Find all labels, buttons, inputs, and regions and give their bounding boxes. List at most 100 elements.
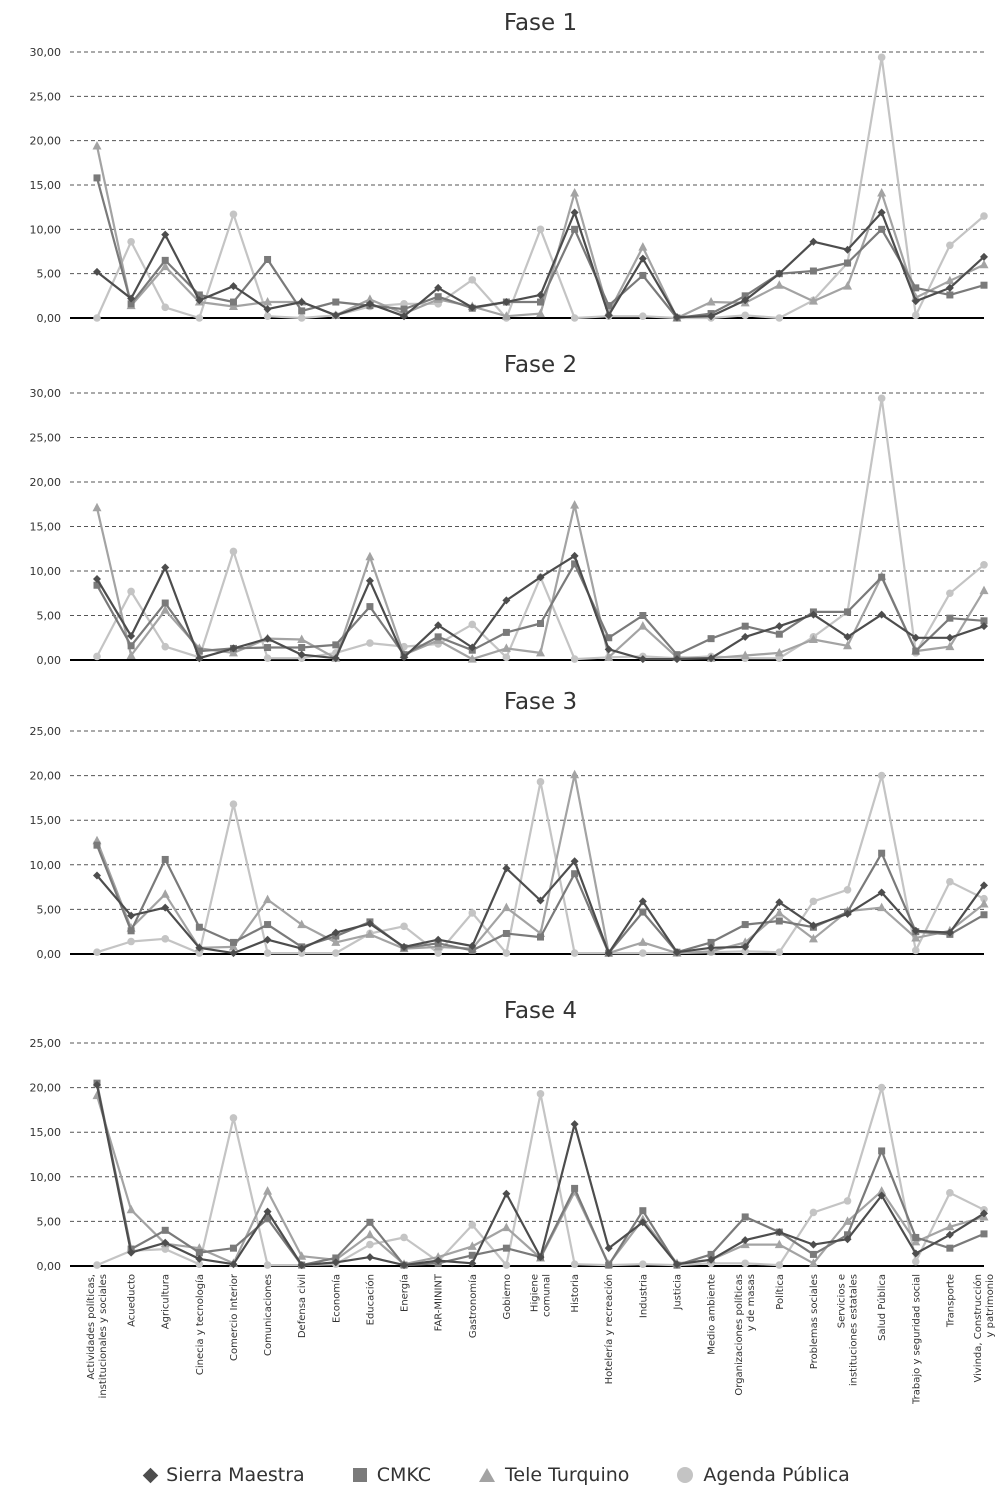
x-tick-label: Transporte [945, 1274, 956, 1328]
data-point-tele-turquino [808, 634, 818, 644]
y-tick-label: 10,00 [30, 1171, 62, 1184]
data-point-sierra-maestra [775, 898, 784, 907]
data-point-sierra-maestra [263, 935, 272, 944]
data-point-tele-turquino [604, 652, 614, 661]
data-point-tele-turquino [706, 297, 716, 306]
y-tick-label: 10,00 [30, 859, 62, 872]
data-point-agenda-publica [775, 1261, 784, 1269]
data-point-sierra-maestra [877, 610, 886, 619]
x-tick-label: Comunicaciones [263, 1274, 274, 1356]
data-point-cmkc [775, 917, 783, 925]
data-point-sierra-maestra [263, 1207, 272, 1216]
data-point-agenda-publica [639, 949, 647, 957]
data-point-agenda-publica [366, 1240, 374, 1249]
data-point-agenda-publica [980, 212, 988, 220]
data-point-sierra-maestra [638, 254, 647, 263]
data-point-agenda-publica [502, 1261, 511, 1269]
data-point-sierra-maestra [127, 294, 136, 303]
data-point-tele-turquino [92, 140, 102, 150]
data-point-sierra-maestra [980, 1209, 988, 1218]
data-point-agenda-publica [877, 771, 886, 780]
data-point-sierra-maestra [365, 1253, 374, 1262]
data-point-agenda-publica [229, 547, 238, 556]
legend-label: CMKC [376, 1464, 432, 1486]
data-point-sierra-maestra [400, 653, 409, 662]
data-point-tele-turquino [228, 301, 238, 310]
data-point-cmkc [741, 1213, 749, 1221]
data-point-sierra-maestra [161, 230, 170, 239]
data-point-agenda-publica [127, 587, 135, 596]
data-point-agenda-publica [775, 948, 784, 957]
data-point-tele-turquino [945, 1221, 955, 1231]
data-point-sierra-maestra [502, 1189, 511, 1198]
data-point-tele-turquino [501, 1222, 511, 1232]
data-point-agenda-publica [946, 241, 954, 250]
data-point-sierra-maestra [468, 643, 477, 652]
data-point-cmkc [195, 1249, 203, 1257]
data-point-sierra-maestra [638, 655, 647, 664]
y-tick-label: 25,00 [30, 90, 62, 103]
x-tick-label: Agricultura [161, 1274, 172, 1329]
data-point-cmkc [400, 305, 408, 313]
y-tick-label: 25,00 [30, 432, 62, 445]
data-point-agenda-publica [366, 639, 374, 647]
legend-item-cmkc: CMKC [352, 1464, 432, 1486]
data-point-tele-turquino [501, 643, 511, 652]
data-point-sierra-maestra [672, 1260, 681, 1269]
data-point-cmkc [229, 1244, 237, 1252]
data-point-cmkc [468, 1251, 476, 1259]
data-point-tele-turquino [433, 1252, 443, 1261]
data-point-tele-turquino [570, 187, 580, 197]
x-tick-label: Vivinda, Construccióny patrimonio [972, 1274, 995, 1383]
chart-title: Fase 3 [504, 689, 577, 715]
x-tick-label: Gobierno [502, 1274, 513, 1320]
data-point-tele-turquino [365, 1229, 375, 1239]
data-point-sierra-maestra [127, 631, 136, 640]
data-point-cmkc [537, 620, 544, 628]
data-point-agenda-publica [127, 937, 135, 946]
data-point-sierra-maestra [570, 857, 579, 866]
data-point-agenda-publica [400, 922, 408, 931]
data-point-sierra-maestra [434, 621, 443, 630]
data-point-sierra-maestra [911, 1249, 920, 1258]
data-point-cmkc [605, 302, 613, 310]
x-tick-label: Actividades políticas,institucionales y … [85, 1274, 109, 1398]
y-tick-label: 30,00 [30, 387, 62, 400]
data-point-sierra-maestra [741, 942, 750, 951]
data-point-sierra-maestra [434, 1256, 443, 1265]
data-point-cmkc [434, 293, 442, 301]
legend-label: Sierra Maestra [166, 1464, 305, 1486]
data-point-agenda-publica [263, 949, 272, 957]
data-point-cmkc [741, 622, 749, 630]
x-tick-label: Defensa civil [297, 1274, 308, 1338]
data-point-agenda-publica [502, 949, 511, 957]
data-point-cmkc [673, 651, 681, 659]
data-point-cmkc [264, 255, 272, 263]
x-tick-label: Educación [364, 1274, 376, 1325]
data-point-cmkc [809, 1250, 817, 1258]
data-point-sierra-maestra [707, 1255, 716, 1264]
data-point-sierra-maestra [604, 949, 613, 958]
data-point-agenda-publica [946, 877, 954, 886]
data-point-agenda-publica [332, 949, 340, 957]
data-point-cmkc [93, 581, 101, 589]
data-point-tele-turquino [979, 585, 989, 595]
y-tick-label: 20,00 [30, 770, 62, 783]
x-tick-label: Hotelería y recreación [603, 1274, 615, 1384]
data-point-sierra-maestra [945, 1230, 954, 1239]
data-point-tele-turquino [979, 899, 989, 908]
data-point-agenda-publica [570, 314, 579, 322]
data-point-sierra-maestra [945, 283, 954, 292]
data-point-tele-turquino [467, 1241, 477, 1250]
data-point-cmkc [639, 612, 647, 619]
data-point-cmkc [127, 927, 135, 935]
data-point-tele-turquino [536, 308, 545, 318]
x-tick-label: Cinecia y tecnología [194, 1274, 206, 1375]
data-point-agenda-publica [639, 1260, 647, 1269]
data-point-cmkc [195, 923, 203, 931]
data-point-cmkc [161, 1226, 169, 1234]
data-point-agenda-publica [980, 560, 988, 569]
data-point-cmkc [741, 292, 749, 300]
data-point-tele-turquino [638, 621, 648, 630]
y-tick-label: 10,00 [30, 565, 62, 578]
